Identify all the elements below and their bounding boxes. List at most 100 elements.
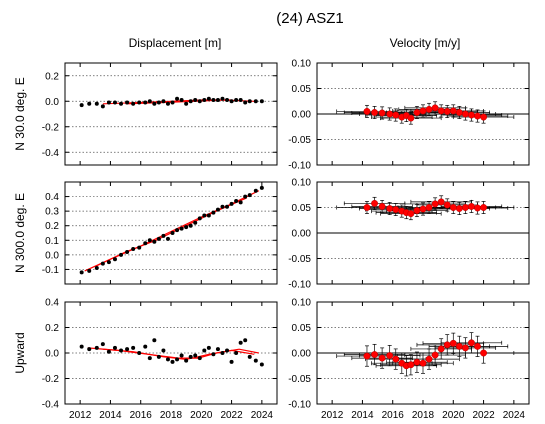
y-tick-label: 0.2 bbox=[45, 221, 59, 232]
data-point bbox=[197, 216, 202, 221]
data-point bbox=[215, 97, 220, 102]
data-point bbox=[161, 99, 166, 104]
y-tick-label: 0.00 bbox=[292, 110, 312, 121]
data-point bbox=[215, 347, 220, 352]
column-title-velocity: Velocity [m/y] bbox=[390, 36, 461, 50]
x-tick-label: 2022 bbox=[220, 410, 243, 421]
panel-4: 0.4 0.2 0.0 -0.2 -0.4 2012 2014 2016 2018 2020 202… bbox=[13, 298, 278, 421]
data-point bbox=[238, 200, 243, 205]
data-point bbox=[179, 97, 184, 102]
data-point bbox=[371, 351, 378, 358]
data-point bbox=[125, 100, 130, 105]
data-point bbox=[220, 96, 225, 101]
data-point bbox=[188, 354, 193, 359]
data-point bbox=[147, 99, 152, 104]
data-point bbox=[119, 252, 124, 257]
data-point bbox=[253, 188, 258, 193]
data-point bbox=[87, 268, 92, 273]
y-tick-label: 0.3 bbox=[45, 207, 59, 218]
data-point bbox=[79, 344, 84, 349]
data-point bbox=[143, 241, 148, 246]
y-tick-label: -0.1 bbox=[42, 265, 60, 276]
data-point bbox=[437, 345, 445, 353]
data-point bbox=[156, 354, 161, 359]
data-point bbox=[468, 203, 475, 210]
data-point bbox=[371, 199, 378, 207]
data-point bbox=[156, 236, 161, 241]
data-point bbox=[79, 103, 84, 108]
data-point bbox=[106, 100, 111, 105]
data-point bbox=[152, 101, 157, 106]
data-point bbox=[211, 97, 216, 102]
row-label: Upward bbox=[13, 332, 27, 373]
data-point bbox=[161, 233, 166, 238]
data-point bbox=[253, 358, 258, 363]
data-point bbox=[243, 194, 248, 199]
data-point bbox=[112, 100, 117, 105]
data-point bbox=[378, 354, 386, 362]
data-point bbox=[188, 99, 193, 104]
data-point bbox=[378, 203, 386, 210]
data-point bbox=[363, 108, 371, 115]
y-tick-label: -0.10 bbox=[288, 400, 311, 411]
data-point bbox=[363, 204, 371, 211]
x-tick-label: 2020 bbox=[190, 410, 213, 421]
x-tick-label: 2018 bbox=[160, 410, 183, 421]
y-tick-label: 0.0 bbox=[45, 250, 59, 261]
data-point bbox=[419, 205, 427, 213]
data-point bbox=[202, 97, 207, 102]
data-point bbox=[243, 100, 248, 105]
data-point bbox=[480, 349, 488, 357]
row-label: N 300.0 deg. E bbox=[13, 193, 27, 273]
data-point bbox=[179, 226, 184, 231]
data-point bbox=[119, 101, 124, 106]
data-point bbox=[238, 97, 243, 102]
data-point bbox=[220, 351, 225, 355]
data-point bbox=[206, 96, 211, 101]
data-point bbox=[211, 210, 216, 215]
data-point bbox=[468, 111, 475, 119]
data-point bbox=[161, 348, 166, 353]
data-point bbox=[184, 225, 189, 230]
y-tick-label: 0.10 bbox=[292, 59, 312, 70]
data-point bbox=[112, 345, 117, 350]
x-tick-label: 2018 bbox=[412, 410, 435, 421]
data-point bbox=[197, 99, 202, 104]
panel-frame bbox=[64, 62, 278, 166]
data-point bbox=[152, 239, 157, 244]
data-point bbox=[407, 114, 415, 122]
data-point bbox=[143, 100, 148, 105]
panel-frame bbox=[64, 301, 278, 405]
x-tick-label: 2012 bbox=[69, 410, 92, 421]
data-point bbox=[378, 109, 386, 117]
data-point bbox=[202, 348, 207, 353]
data-point bbox=[386, 110, 394, 118]
data-point bbox=[220, 204, 225, 209]
data-point bbox=[425, 105, 433, 113]
data-point bbox=[392, 206, 400, 213]
data-point bbox=[449, 204, 457, 211]
panel-1: 0.10 0.05 0.00 -0.05 -0.10 bbox=[288, 59, 530, 172]
data-point bbox=[229, 201, 234, 206]
data-point bbox=[407, 361, 415, 369]
data-point bbox=[407, 210, 415, 218]
y-tick-label: -0.2 bbox=[42, 122, 60, 133]
y-tick-label: 0.05 bbox=[292, 203, 312, 214]
y-tick-label: -0.10 bbox=[288, 161, 311, 172]
data-point bbox=[106, 349, 111, 354]
data-point bbox=[259, 185, 264, 190]
data-point bbox=[225, 204, 230, 209]
data-point bbox=[179, 353, 184, 358]
data-point bbox=[152, 338, 157, 343]
data-point bbox=[143, 344, 148, 349]
data-point bbox=[413, 358, 421, 366]
x-tick-label: 2022 bbox=[472, 410, 495, 421]
row-label: N 30.0 deg. E bbox=[13, 77, 27, 150]
data-point bbox=[247, 99, 252, 104]
data-point bbox=[225, 97, 230, 102]
data-point bbox=[106, 260, 111, 265]
y-tick-label: 0.2 bbox=[45, 71, 59, 82]
data-point bbox=[386, 205, 394, 212]
data-point bbox=[170, 100, 175, 105]
